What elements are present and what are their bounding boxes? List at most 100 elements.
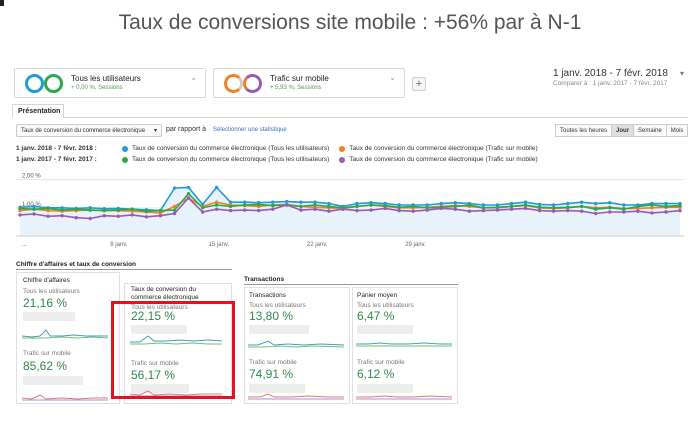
data-point [664,204,668,209]
legend-entry: Taux de conversion du commerce électroni… [132,156,330,163]
legend-row-2017: 1 janv. 2017 - 7 févr. 2017 : Taux de co… [16,156,546,163]
period-month-button[interactable]: Mois [665,124,689,137]
tab-strip [12,117,688,118]
panel-title: Panier moyen [357,292,398,299]
legend-entry: Taux de conversion du commerce électroni… [132,145,330,152]
tab-presentation[interactable]: Présentation [12,104,64,118]
panel-blur [357,325,413,334]
data-point [453,207,457,211]
segment-ring-icon [44,74,63,93]
data-point [46,206,50,211]
data-point [664,201,668,206]
data-point [299,204,303,209]
data-point [60,208,64,212]
data-point [299,208,303,212]
data-point [271,207,275,211]
highlight-box [111,301,235,399]
legend-range: 1 janv. 2018 - 7 févr. 2018 : [16,145,97,152]
data-point [257,202,261,207]
period-week-button[interactable]: Semaine [633,124,667,137]
data-point [46,214,50,218]
segment-sub: + 0,00 %, Sessions [71,85,123,91]
section-head-transactions: Transactions [244,276,285,283]
section-rule [16,269,232,270]
data-point [481,203,486,207]
data-point [200,206,205,210]
data-point [566,201,570,206]
data-point [243,200,247,204]
data-point [214,203,219,207]
data-point [158,214,163,218]
data-point [172,211,177,216]
data-point [650,211,654,215]
chevron-down-icon[interactable]: ▾ [680,69,685,78]
panel-value: 56,17 % [131,368,176,382]
panel-blur [131,325,187,334]
data-point [411,209,415,213]
panel-sub: Tous les utilisateurs [357,302,414,309]
panel-blur [23,312,75,321]
data-point [32,212,36,216]
data-point [537,208,542,213]
add-segment-button[interactable]: + [412,77,426,91]
panel-blur [249,384,305,393]
data-point [383,203,387,208]
panel-title: Transactions [249,292,286,299]
data-point [467,203,472,207]
panel-value: 85,62 % [23,359,68,373]
segment-all-users[interactable]: Tous les utilisateurs + 0,00 %, Sessions… [14,68,206,98]
legend-dot-icon [122,145,128,152]
panel-blur [249,325,309,334]
corner-mark [0,0,4,6]
legend-row-2018: 1 janv. 2018 - 7 févr. 2018 : Taux de co… [16,145,546,152]
period-hourly-button[interactable]: Toutes les heures [555,124,613,137]
data-point [580,200,584,204]
chevron-down-icon[interactable]: ⌄ [190,73,197,82]
data-point [636,209,640,213]
data-point [271,200,275,204]
data-point [397,205,401,209]
sparkline [22,394,108,401]
segment-name: Tous les utilisateurs [71,74,141,83]
segment-mobile-traffic[interactable]: Trafic sur mobile + 5,93 %, Sessions ⌄ [213,68,405,98]
chevron-down-icon[interactable]: ⌄ [389,73,396,82]
section-head-revenue: Chiffre d'affaires et taux de conversion [16,261,137,268]
select-stat-link[interactable]: Sélectionner une statistique [213,127,287,133]
data-point [594,207,598,211]
data-point [32,204,36,209]
metric-select[interactable]: Taux de conversion du commerce électroni… [16,124,162,137]
data-point [214,200,219,204]
data-point [369,208,373,212]
data-point [467,209,472,213]
data-point [636,204,640,209]
panel-transactions[interactable]: Transactions Tous les utilisateurs 13,80… [244,287,350,404]
panel-blur [23,376,83,385]
data-point [453,204,457,209]
data-point [523,206,528,211]
period-day-button[interactable]: Jour [611,124,635,137]
sparkline [130,335,222,345]
date-range[interactable]: 1 janv. 2018 - 7 févr. 2018 [553,68,668,79]
series-line-3 [19,196,681,220]
data-point [608,206,612,210]
data-point [341,207,345,211]
data-point [678,203,682,208]
data-point [88,216,92,221]
data-point [622,210,626,214]
panel-value: 22,15 % [131,309,176,323]
data-point [509,207,514,211]
metric-select-label: Taux de conversion du commerce électroni… [21,128,146,134]
data-point [116,208,121,212]
legend-range: 1 janv. 2017 - 7 févr. 2017 : [16,156,97,163]
legend-dot-icon [122,156,128,163]
data-point [257,208,261,213]
series-line-2 [19,192,681,213]
data-point [172,204,177,209]
sparkline [248,340,344,348]
data-point [439,206,443,211]
data-point [355,201,359,206]
data-point [608,201,612,205]
data-point [186,196,191,200]
sparkline [356,342,452,347]
x-tick-label: 15 janv. [209,242,230,248]
